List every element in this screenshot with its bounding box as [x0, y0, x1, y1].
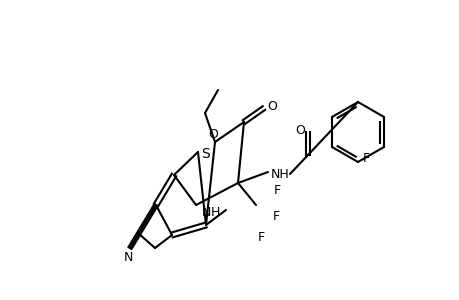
Text: O: O	[207, 128, 218, 140]
Text: F: F	[272, 211, 279, 224]
Text: N: N	[201, 206, 210, 220]
Text: NH: NH	[270, 167, 289, 181]
Text: F: F	[273, 184, 280, 197]
Text: O: O	[294, 124, 304, 136]
Text: H: H	[210, 206, 219, 220]
Text: S: S	[201, 147, 210, 161]
Text: F: F	[257, 232, 264, 244]
Text: F: F	[362, 152, 369, 166]
Text: O: O	[267, 100, 276, 112]
Text: N: N	[123, 251, 132, 265]
